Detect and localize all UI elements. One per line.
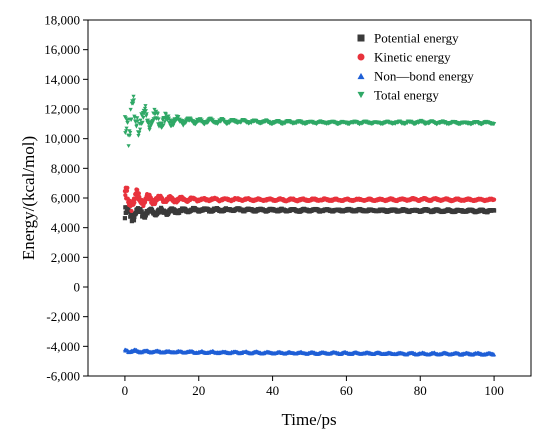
data-point xyxy=(141,115,146,120)
data-point xyxy=(126,206,131,211)
data-point xyxy=(136,133,141,138)
data-point xyxy=(126,144,131,149)
data-point xyxy=(134,123,139,128)
x-tick-label: 0 xyxy=(122,383,129,398)
data-point xyxy=(491,208,497,213)
data-point xyxy=(125,120,130,125)
data-point xyxy=(135,119,140,124)
data-point xyxy=(136,191,141,196)
data-point xyxy=(138,206,143,212)
y-tick-label: 4,000 xyxy=(51,220,80,235)
data-point xyxy=(491,352,497,357)
data-point xyxy=(161,123,166,128)
data-point xyxy=(154,116,160,121)
data-point xyxy=(167,121,172,126)
data-point xyxy=(131,218,137,223)
y-tick-label: 14,000 xyxy=(44,72,80,87)
data-point xyxy=(140,120,145,125)
series-triangle-up xyxy=(122,347,497,357)
data-point xyxy=(176,115,181,119)
x-tick-label: 100 xyxy=(484,383,504,398)
data-point xyxy=(128,107,133,112)
data-point xyxy=(131,98,137,103)
data-point xyxy=(183,121,188,126)
data-point xyxy=(131,94,136,99)
data-point xyxy=(124,129,129,134)
legend-marker xyxy=(357,34,365,42)
data-point xyxy=(132,200,137,205)
x-tick-label: 60 xyxy=(340,383,353,398)
data-point xyxy=(139,209,144,214)
y-tick-label: 8,000 xyxy=(51,161,80,176)
legend-label: Non—bond energy xyxy=(374,69,474,84)
y-tick-label: -6,000 xyxy=(46,369,80,384)
data-point xyxy=(162,120,167,124)
x-tick-label: 20 xyxy=(192,383,205,398)
data-point xyxy=(138,118,143,123)
data-point xyxy=(150,120,155,125)
data-point xyxy=(135,187,140,192)
data-point xyxy=(145,118,151,123)
legend: Potential energy Kinetic energy Non—bond e… xyxy=(357,31,474,103)
x-axis: 0 20 40 60 80 100 xyxy=(122,376,504,398)
x-tick-label: 40 xyxy=(266,383,279,398)
legend-label: Potential energy xyxy=(374,31,459,46)
data-point xyxy=(138,127,143,132)
y-axis-title: Energy/(kcal/mol) xyxy=(19,136,38,260)
data-point xyxy=(143,104,148,108)
series-circle xyxy=(122,185,497,214)
data-point xyxy=(142,106,148,111)
data-point xyxy=(124,126,129,131)
legend-marker xyxy=(357,91,365,99)
data-point xyxy=(491,197,497,202)
data-point xyxy=(143,109,148,113)
y-tick-label: 12,000 xyxy=(44,102,80,117)
legend-label: Total energy xyxy=(374,88,439,103)
y-axis: -6,000 -4,000 -2,000 0 2,000 4,000 6,000 8,000 1… xyxy=(44,13,88,384)
data-point xyxy=(171,123,176,128)
y-tick-label: 6,000 xyxy=(51,191,80,206)
series-square xyxy=(122,205,497,224)
legend-marker xyxy=(357,72,365,80)
y-tick-label: -4,000 xyxy=(46,339,80,354)
series-triangle-down xyxy=(122,94,497,149)
y-tick-label: 2,000 xyxy=(51,250,80,265)
data-point xyxy=(155,112,160,116)
data-points xyxy=(122,94,497,357)
data-point xyxy=(166,114,171,119)
data-point xyxy=(129,208,134,214)
data-point xyxy=(135,206,141,211)
y-tick-label: 10,000 xyxy=(44,131,80,146)
data-point xyxy=(144,114,149,119)
y-tick-label: 18,000 xyxy=(44,13,80,28)
data-point xyxy=(146,122,151,127)
legend-label: Kinetic energy xyxy=(374,50,451,65)
data-point xyxy=(132,214,137,220)
data-point xyxy=(123,116,128,121)
data-point xyxy=(144,112,149,116)
y-tick-label: 16,000 xyxy=(44,42,80,57)
data-point xyxy=(125,185,130,190)
data-point xyxy=(131,101,136,106)
legend-marker xyxy=(357,53,365,61)
data-point xyxy=(137,130,142,135)
y-tick-label: -2,000 xyxy=(46,309,80,324)
x-tick-label: 80 xyxy=(414,383,427,398)
data-point xyxy=(129,117,134,122)
data-point xyxy=(135,116,140,121)
data-point xyxy=(147,127,152,132)
data-point xyxy=(127,133,132,138)
data-point xyxy=(156,117,161,122)
data-point xyxy=(163,112,169,117)
data-point xyxy=(491,122,497,126)
data-point xyxy=(128,130,133,135)
x-axis-title: Time/ps xyxy=(281,410,336,429)
data-point xyxy=(122,216,128,221)
y-tick-label: 0 xyxy=(74,280,81,295)
